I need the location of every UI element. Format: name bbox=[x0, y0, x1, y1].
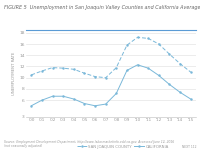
Text: FIGURE 5  Unemployment in San Joaquin Valley Counties and California Average, 20: FIGURE 5 Unemployment in San Joaquin Val… bbox=[4, 4, 200, 9]
Y-axis label: UNEMPLOYMENT RATE: UNEMPLOYMENT RATE bbox=[12, 52, 16, 95]
Legend: SAN JOAQUIN COUNTY, CALIFORNIA: SAN JOAQUIN COUNTY, CALIFORNIA bbox=[75, 143, 170, 150]
Text: NEXT 112: NEXT 112 bbox=[182, 144, 196, 148]
Text: Source: Employment Development Department, http://www.labormarketinfo.edd.ca.gov: Source: Employment Development Departmen… bbox=[4, 140, 174, 148]
